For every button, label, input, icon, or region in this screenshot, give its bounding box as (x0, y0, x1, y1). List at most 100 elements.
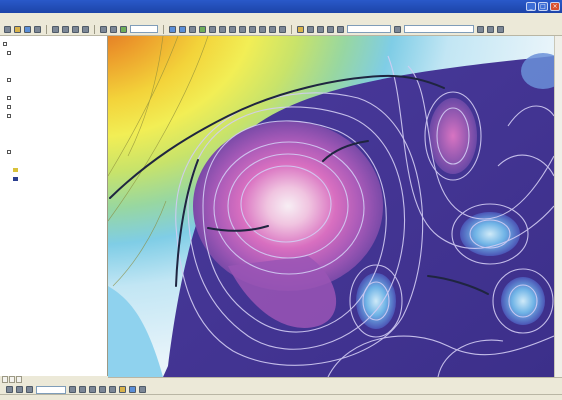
toolbar-separator (46, 24, 47, 34)
layer-visibility-checkbox[interactable] (7, 77, 11, 82)
layer-visibility-checkbox[interactable] (3, 41, 7, 46)
bold-icon[interactable] (89, 386, 96, 393)
legend-swatch (13, 176, 18, 181)
layer-visibility-checkbox[interactable] (7, 95, 11, 100)
measure-icon[interactable] (279, 25, 286, 33)
toolbox-icon[interactable] (487, 25, 494, 33)
hillshade-icon[interactable] (337, 25, 344, 33)
underline-icon[interactable] (109, 386, 116, 393)
zoom-in-icon[interactable] (169, 25, 176, 33)
layer-visibility-checkbox[interactable] (7, 50, 11, 55)
legend-entry[interactable] (3, 174, 104, 183)
layer-combo[interactable] (347, 25, 391, 33)
surface-icon[interactable] (317, 25, 324, 33)
font-combo[interactable] (36, 385, 66, 394)
toc-layer[interactable] (3, 84, 104, 93)
pan-icon[interactable] (189, 25, 196, 33)
drawing-toolbar (0, 385, 562, 394)
georef-icon[interactable] (297, 25, 304, 33)
toc-layer[interactable] (3, 120, 104, 129)
fill-color-icon[interactable] (129, 386, 136, 393)
forward-extent-icon[interactable] (239, 25, 246, 33)
toolbar-separator (94, 24, 95, 34)
scale-combo[interactable] (130, 25, 158, 33)
zoom-out-icon[interactable] (179, 25, 186, 33)
title-bar: _ □ × (0, 0, 562, 13)
horizontal-scrollbar[interactable] (108, 377, 562, 385)
menu-bar (0, 13, 562, 23)
fault-lines (109, 74, 489, 295)
options-icon[interactable] (477, 25, 484, 33)
legend-entry[interactable] (3, 165, 104, 174)
rotate-icon[interactable] (16, 386, 23, 393)
fixed-zoom-in-icon[interactable] (209, 25, 216, 33)
layer-visibility-checkbox[interactable] (7, 113, 11, 118)
peak-surface (193, 121, 383, 291)
rainbow-contours (108, 36, 209, 287)
text-icon[interactable] (79, 386, 86, 393)
toc-layer[interactable] (3, 39, 104, 48)
delete-icon[interactable] (82, 25, 89, 33)
toc-layer[interactable] (3, 129, 104, 138)
layer-visibility-checkbox[interactable] (7, 149, 11, 154)
paste-icon[interactable] (72, 25, 79, 33)
low-surface-2 (460, 212, 520, 256)
toc-layer[interactable] (3, 111, 104, 120)
status-bar (0, 394, 562, 400)
tab-source[interactable] (9, 376, 15, 383)
print-icon[interactable] (34, 25, 41, 33)
copy-icon[interactable] (62, 25, 69, 33)
italic-icon[interactable] (99, 386, 106, 393)
select-features-icon[interactable] (249, 25, 256, 33)
redo-icon[interactable] (110, 25, 117, 33)
tab-display[interactable] (2, 376, 8, 383)
spatial-analyst-icon[interactable] (307, 25, 314, 33)
toc-layer[interactable] (3, 138, 104, 147)
toc-layer[interactable] (3, 102, 104, 111)
minimize-button[interactable]: _ (526, 2, 536, 11)
toc-layer[interactable] (3, 75, 104, 84)
toc-tabs (0, 376, 108, 385)
undo-icon[interactable] (100, 25, 107, 33)
cut-icon[interactable] (52, 25, 59, 33)
lowland-surface (108, 286, 163, 377)
rectangle-icon[interactable] (69, 386, 76, 393)
new-document-icon[interactable] (4, 25, 11, 33)
contour-map[interactable] (108, 36, 554, 377)
fixed-zoom-out-icon[interactable] (219, 25, 226, 33)
toc-layer[interactable] (3, 93, 104, 102)
map-view[interactable] (108, 36, 554, 377)
add-data-icon[interactable] (120, 25, 127, 33)
open-folder-icon[interactable] (14, 25, 21, 33)
select-elements-icon[interactable] (6, 386, 13, 393)
help-icon[interactable] (497, 25, 504, 33)
close-button[interactable]: × (550, 2, 560, 11)
layer-visibility-checkbox[interactable] (7, 104, 11, 109)
full-extent-icon[interactable] (199, 25, 206, 33)
low-surface-1 (356, 273, 396, 329)
toc-layer[interactable] (3, 66, 104, 75)
identify-icon[interactable] (259, 25, 266, 33)
toc-layer[interactable] (3, 147, 104, 156)
contour-icon[interactable] (327, 25, 334, 33)
legend-swatch (13, 167, 18, 172)
toc-layer[interactable] (3, 48, 104, 57)
peak-lobe (228, 256, 337, 328)
line-color-icon[interactable] (139, 386, 146, 393)
low-surface-3 (501, 277, 545, 325)
zoom-layout-icon[interactable] (26, 386, 33, 393)
maximize-button[interactable]: □ (538, 2, 548, 11)
back-extent-icon[interactable] (229, 25, 236, 33)
font-color-icon[interactable] (119, 386, 126, 393)
toc-layer[interactable] (3, 156, 104, 165)
tab-selection[interactable] (16, 376, 22, 383)
toolbar-separator (291, 24, 292, 34)
contour-lines (175, 55, 554, 377)
vertical-scrollbar[interactable] (554, 36, 562, 377)
find-icon[interactable] (269, 25, 276, 33)
target-combo[interactable] (404, 25, 474, 33)
analysis-icon[interactable] (394, 25, 401, 33)
small-high-surface (429, 98, 477, 174)
toc-layer[interactable] (3, 57, 104, 66)
save-icon[interactable] (24, 25, 31, 33)
